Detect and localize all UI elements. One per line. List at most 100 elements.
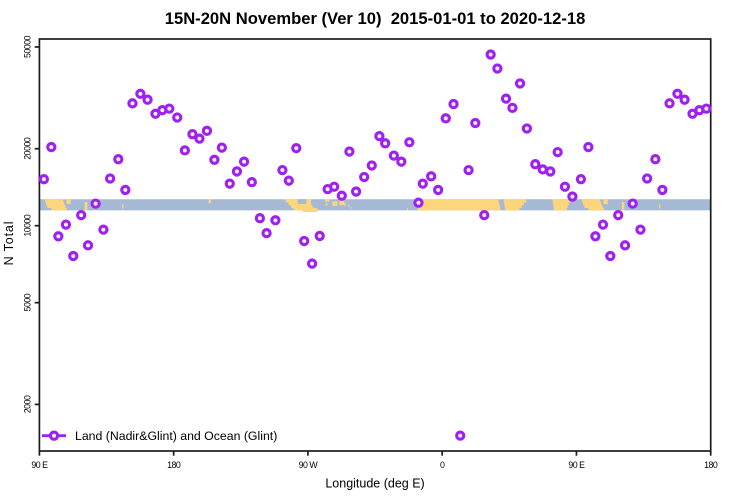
data-point [650,154,661,165]
data-point [127,98,138,109]
x-axis: 90 E 180 90 W 0 90 E 180 [31,451,718,470]
data-point [98,224,109,235]
data-point [216,142,227,153]
data-point [530,159,541,170]
data-point [344,146,355,157]
data-points-layer [38,49,712,441]
land-patch [603,199,608,205]
data-point [425,171,437,182]
y-tick-label: 2000 [23,395,33,413]
land-patch [416,202,500,206]
data-point [299,235,310,247]
data-point [238,156,250,167]
data-point [374,130,385,142]
land-patch [291,204,313,209]
land-patch [46,202,65,206]
land-patch [584,204,603,209]
data-point [38,174,50,185]
x-tick-label: 90 E [568,460,585,470]
data-point [306,258,318,269]
legend-marker-circle [48,430,60,441]
x-tick-label: 180 [167,460,181,470]
x-tick-label: 0 [440,460,445,470]
data-point [404,137,415,148]
data-point [76,209,87,221]
data-point [627,198,638,209]
data-point [664,98,675,109]
land-patch [416,199,499,203]
data-point [270,215,281,226]
data-point [142,94,153,105]
data-point [60,219,72,230]
data-point [433,184,444,196]
land-patch [417,204,500,209]
plot-border [38,38,712,452]
data-point [448,98,459,110]
data-point [336,190,347,201]
data-point [135,88,146,99]
data-point [209,154,220,165]
data-point [277,164,288,176]
land-patch [302,208,318,213]
data-point [635,224,646,235]
data-point [559,181,571,192]
data-point [470,117,481,129]
land-patch [504,202,524,206]
data-point [521,123,533,134]
data-point [291,143,302,154]
ocean-strip [39,199,711,211]
land-patch [588,207,604,211]
data-point [657,184,668,196]
data-point [485,49,496,60]
y-axis: 2000 5000 10000 20000 50000 [23,35,40,413]
data-point [90,198,101,209]
land-patch [47,204,66,209]
data-point [413,197,424,208]
data-point [46,141,57,153]
land-patch [84,202,88,211]
data-point [366,160,377,171]
land-patch [66,199,71,205]
land-patch [417,207,501,211]
legend-label: Land (Nadir&Glint) and Ocean (Glint) [75,429,277,443]
chart-title: 15N-20N November (Ver 10) 2015-01-01 to … [165,9,586,28]
data-point [583,141,594,153]
data-point [104,173,116,184]
land-patch [504,204,522,209]
land-patch [51,207,67,211]
land-patch [339,199,345,206]
data-point [552,146,563,158]
data-point [179,145,191,156]
data-point [507,102,518,113]
map-band-strip [39,199,711,213]
data-point [701,103,712,114]
data-point [314,230,325,242]
y-tick-label: 10000 [23,214,33,237]
land-patch [332,201,338,206]
y-axis-label: N Total [2,221,16,266]
data-point [82,240,94,251]
ocean-patch [297,199,307,204]
land-patch [582,199,601,203]
land-patch [325,199,330,202]
data-point [246,177,257,188]
data-point [590,231,601,242]
x-tick-label: 90 E [31,460,48,470]
data-point [261,228,272,239]
data-point [201,125,213,136]
data-point [380,138,391,149]
data-point [172,112,183,123]
data-point [597,219,609,230]
data-point [672,88,683,99]
data-point [396,156,407,167]
land-patch [553,207,567,211]
data-point [567,191,578,202]
y-tick-label: 20000 [23,137,33,160]
data-point [575,174,587,185]
data-point [440,113,451,124]
land-patch [350,207,352,210]
data-point [455,430,466,441]
data-point [113,154,124,165]
data-point [224,178,235,189]
